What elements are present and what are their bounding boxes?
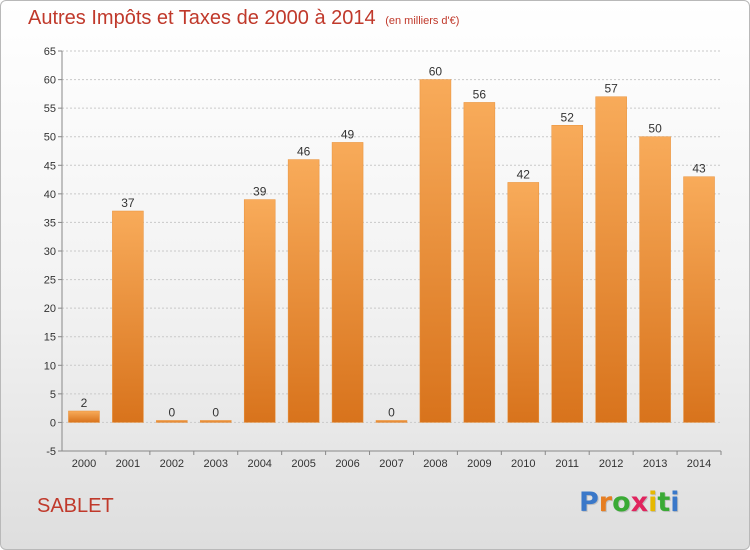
logo-letter: i	[648, 487, 658, 518]
data-label-2000: 2	[81, 396, 88, 410]
logo-letter: P	[579, 487, 599, 518]
location-name: SABLET	[37, 495, 114, 517]
x-tick-label-2012: 2012	[599, 458, 623, 470]
bar-2009	[463, 102, 496, 423]
logo-letter: r	[598, 487, 613, 518]
bar-2006	[331, 142, 364, 423]
bar-2008	[419, 79, 452, 423]
x-tick-label-2005: 2005	[291, 458, 315, 470]
x-tick-label-2011: 2011	[555, 458, 579, 470]
bar-2014	[683, 176, 715, 423]
data-label-2006: 49	[341, 127, 355, 141]
y-tick-label: -5	[46, 446, 56, 458]
x-tick-label-2002: 2002	[160, 458, 184, 470]
logo-letter: o	[612, 487, 631, 518]
chart-title: Autres Impôts et Taxes de 2000 à 2014 (e…	[28, 7, 459, 30]
logo-letter: i	[670, 487, 680, 518]
data-label-2002: 0	[168, 405, 175, 419]
y-tick-label: 60	[44, 75, 56, 87]
x-tick-label-2000: 2000	[72, 458, 96, 470]
proxiti-logo: Proxiti	[579, 487, 680, 518]
y-tick-label: 50	[44, 132, 56, 144]
logo-letter: x	[630, 487, 649, 518]
x-tick-label-2008: 2008	[423, 458, 447, 470]
data-label-2013: 50	[648, 122, 662, 136]
bar-2011	[551, 125, 583, 423]
axes	[61, 51, 721, 452]
x-tick-labels: 2000 2001 2002 2003 2004 2005 2006 2007 2008 2009…	[72, 451, 722, 470]
bar-2003	[200, 420, 232, 423]
y-tick-label: 55	[44, 103, 56, 115]
y-tick-label: 5	[50, 389, 56, 401]
y-tick-label: 10	[44, 360, 56, 372]
data-label-2007: 0	[388, 405, 395, 419]
data-label-2001: 37	[121, 196, 135, 210]
data-label-2009: 56	[473, 87, 487, 101]
y-tick-label: 65	[44, 46, 56, 58]
x-tick-label-2001: 2001	[116, 458, 140, 470]
y-tick-label: 35	[44, 217, 56, 229]
bar-2010	[507, 182, 540, 423]
x-tick-label-2009: 2009	[467, 458, 491, 470]
y-tick-label: 25	[44, 275, 56, 287]
y-tick-label: 30	[44, 246, 56, 258]
data-label-2005: 46	[297, 145, 311, 159]
y-tick-label: 20	[44, 303, 56, 315]
x-tick-label-2013: 2013	[643, 458, 667, 470]
bar-2004	[243, 199, 276, 423]
bar-2001	[112, 210, 144, 423]
chart-title-text: Autres Impôts et Taxes de 2000 à 2014	[28, 7, 376, 29]
bar-2013	[639, 136, 671, 423]
x-tick-label-2004: 2004	[247, 458, 271, 470]
bar-2005	[287, 159, 320, 423]
chart-subtitle: (en milliers d'€)	[385, 15, 460, 27]
y-tick-label: 45	[44, 160, 56, 172]
logo-letter: t	[657, 487, 671, 518]
x-tick-label-2010: 2010	[511, 458, 535, 470]
x-tick-label-2007: 2007	[379, 458, 403, 470]
y-tick-labels: -5 0 5 10 15 20 25 30 35 40 45 50 55 60 65	[44, 46, 56, 458]
y-tick-label: 15	[44, 332, 56, 344]
data-label-2014: 43	[692, 162, 706, 176]
x-tick-label-2003: 2003	[204, 458, 228, 470]
x-tick-label-2014: 2014	[687, 458, 711, 470]
bar-2012	[595, 96, 627, 423]
data-label-2012: 57	[604, 82, 618, 96]
data-label-2010: 42	[517, 167, 531, 181]
bars	[68, 79, 715, 423]
data-label-2004: 39	[253, 185, 267, 199]
data-label-2008: 60	[429, 65, 443, 79]
bar-2000	[68, 410, 100, 423]
bar-2007	[375, 420, 408, 423]
x-tick-label-2006: 2006	[335, 458, 359, 470]
data-labels: 2 37 0 0 39 46 49 0 60 56 42 52 57 50 43	[81, 65, 706, 420]
data-label-2011: 52	[561, 110, 575, 124]
data-label-2003: 0	[212, 405, 219, 419]
bar-2002	[156, 420, 188, 423]
y-tick-label: 0	[50, 417, 56, 429]
y-tick-label: 40	[44, 189, 56, 201]
